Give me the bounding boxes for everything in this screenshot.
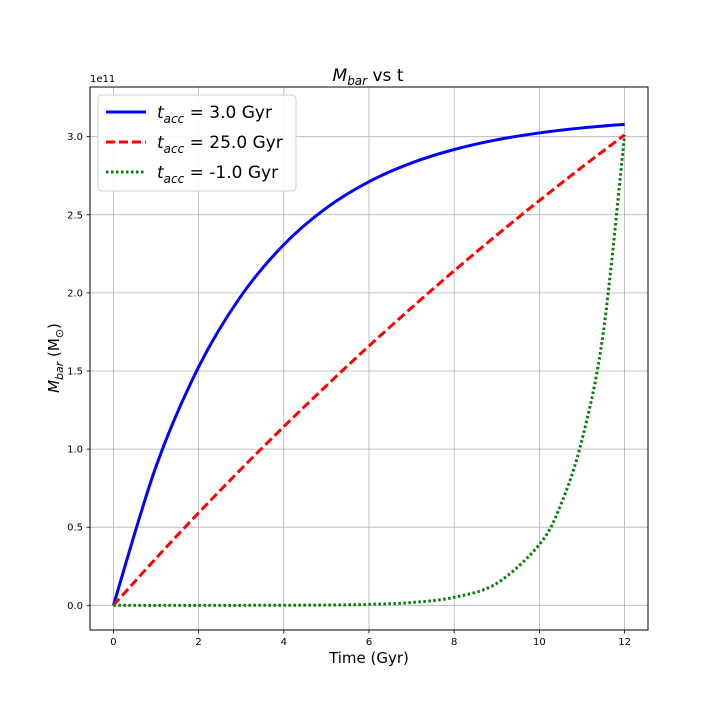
- x-tick-label: 8: [451, 637, 457, 648]
- x-tick-label: 12: [618, 637, 631, 648]
- x-axis-title: Time (Gyr): [328, 649, 409, 667]
- y-tick-label: 3.0: [67, 132, 83, 143]
- y-tick-label: 2.5: [67, 210, 83, 221]
- chart-title: Mbar vs t: [333, 66, 404, 88]
- y-tick-label: 2.0: [67, 288, 83, 299]
- y-scale-label: 1e11: [90, 74, 115, 85]
- y-tick-label: 1.5: [67, 366, 83, 377]
- y-tick-label: 0.5: [67, 523, 83, 534]
- legend-label-0: tacc = 3.0 Gyr: [157, 103, 272, 126]
- x-tick-label: 10: [533, 637, 546, 648]
- x-tick-label: 2: [195, 637, 201, 648]
- axis-ticks: 0 2 4 6 8 10 12 0.0 0.5 1.0 1.5 2.0 2.5 3.0: [67, 132, 631, 648]
- legend: tacc = 3.0 Gyr tacc = 25.0 Gyr tacc = -1.0…: [97, 94, 297, 192]
- x-tick-label: 4: [281, 637, 287, 648]
- y-tick-label: 1.0: [67, 445, 83, 456]
- x-tick-label: 6: [366, 637, 372, 648]
- series-line-2: [113, 134, 627, 607]
- y-tick-label: 0.0: [67, 601, 83, 612]
- series-line-1: [112, 133, 626, 607]
- legend-label-1: tacc = 25.0 Gyr: [157, 133, 283, 156]
- series-line-0: [111, 122, 625, 606]
- y-axis-title: Mbar (M⊙): [45, 323, 66, 393]
- x-tick-label: 0: [110, 637, 116, 648]
- plot-series: [111, 122, 627, 607]
- legend-box: [97, 94, 297, 192]
- legend-label-2: tacc = -1.0 Gyr: [157, 163, 278, 186]
